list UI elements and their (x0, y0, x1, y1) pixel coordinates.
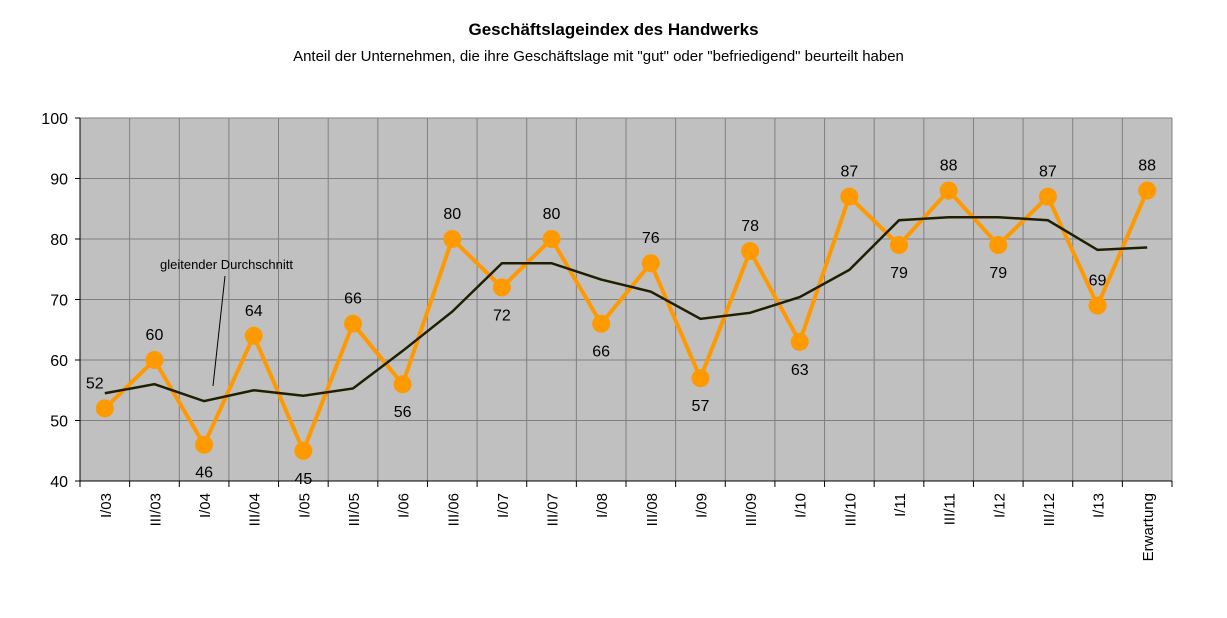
data-label: 69 (1089, 273, 1107, 290)
data-label: 87 (840, 164, 858, 181)
data-point (344, 314, 362, 333)
x-tick-label: III/09 (743, 493, 760, 526)
data-point (492, 278, 511, 297)
chart-title: Geschäftslageindex des Handwerks (468, 20, 759, 39)
x-tick-label: III/06 (445, 493, 462, 526)
y-tick-label: 50 (50, 414, 68, 431)
data-point (195, 435, 214, 454)
data-point (890, 236, 908, 255)
data-label: 78 (741, 218, 759, 235)
data-point (741, 242, 760, 261)
data-label: 46 (195, 465, 213, 482)
annotation-leader-line (212, 275, 226, 387)
data-label: 45 (294, 471, 312, 488)
data-label: 88 (940, 158, 958, 175)
y-tick-label: 80 (50, 232, 68, 249)
data-point (989, 236, 1008, 255)
data-point (840, 187, 859, 206)
data-label: 88 (1138, 158, 1156, 175)
data-label: 80 (543, 206, 561, 223)
data-point (1138, 181, 1157, 200)
x-tick-label: I/10 (793, 493, 810, 518)
x-tick-label: I/07 (495, 493, 512, 518)
series-line-moving-average (104, 215, 1148, 403)
data-point (790, 332, 809, 351)
data-label: 52 (86, 375, 104, 392)
data-point (294, 441, 313, 460)
y-tick-label: 60 (50, 353, 68, 370)
x-tick-label: I/04 (197, 493, 214, 518)
y-tick-label: 40 (50, 474, 68, 491)
x-tick-label: Erwartung (1140, 493, 1157, 561)
data-point (939, 181, 958, 200)
y-tick-label: 90 (50, 172, 68, 189)
data-point (95, 399, 114, 418)
y-tick-label: 70 (50, 293, 68, 310)
data-label: 63 (791, 362, 809, 379)
annotation-label: gleitender Durchschnitt (160, 257, 293, 272)
x-tick-label: III/11 (942, 493, 959, 525)
data-label: 60 (146, 327, 164, 344)
x-tick-label: I/08 (594, 493, 611, 518)
x-tick-label: III/04 (247, 493, 264, 526)
y-tick-label: 100 (41, 111, 68, 128)
x-tick-label: III/08 (644, 493, 661, 526)
data-label: 87 (1039, 164, 1057, 181)
x-tick-label: I/05 (296, 493, 313, 518)
chart-subtitle: Anteil der Unternehmen, die ihre Geschäf… (293, 48, 904, 65)
x-tick-label: I/13 (1091, 493, 1108, 518)
data-label: 64 (245, 303, 263, 320)
x-tick-label: I/09 (693, 493, 710, 518)
data-label: 72 (493, 307, 511, 324)
x-tick-label: I/03 (98, 493, 115, 518)
data-label: 80 (443, 206, 461, 223)
data-point (244, 326, 263, 345)
data-point (145, 351, 164, 369)
data-label: 79 (989, 265, 1007, 282)
data-point (443, 230, 462, 248)
data-point (542, 230, 561, 248)
data-point (1038, 187, 1057, 206)
data-label: 56 (394, 404, 412, 421)
data-point (691, 369, 710, 388)
x-tick-label: I/11 (892, 493, 909, 517)
data-point (641, 254, 660, 273)
x-tick-label: III/03 (147, 493, 164, 526)
data-point (592, 314, 611, 333)
x-tick-label: III/10 (842, 493, 859, 526)
data-label: 66 (344, 291, 362, 308)
x-tick-label: III/07 (545, 493, 562, 526)
x-tick-label: III/12 (1041, 493, 1058, 526)
x-tick-label: I/06 (396, 493, 413, 518)
data-point (1088, 296, 1107, 315)
data-label: 76 (642, 230, 660, 247)
data-point (393, 375, 412, 394)
data-label: 57 (692, 398, 710, 415)
x-tick-label: III/05 (346, 493, 363, 526)
x-tick-label: I/12 (991, 493, 1008, 518)
data-label: 79 (890, 265, 908, 282)
data-label: 66 (592, 344, 610, 361)
